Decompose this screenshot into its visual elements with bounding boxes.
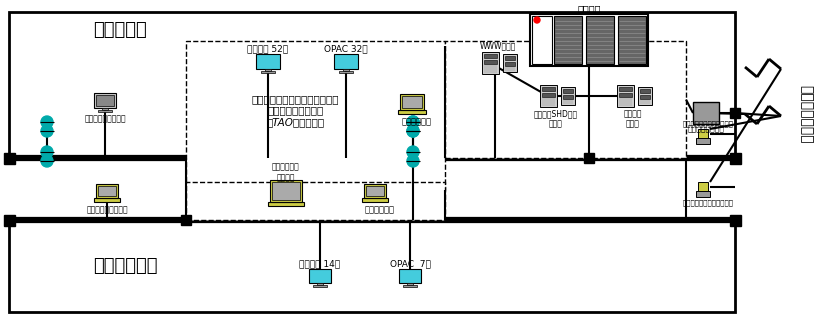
Bar [313,285,327,287]
Bar [696,138,710,144]
Bar [362,198,388,202]
Bar [181,215,191,225]
Bar [505,62,515,66]
Bar [339,71,353,73]
Bar [94,93,116,108]
Text: OPAC 32台: OPAC 32台 [324,44,368,53]
Text: ファイアウォール: ファイアウォール [687,124,724,133]
Bar [618,16,646,64]
Bar [270,180,302,202]
Text: サーバー: サーバー [578,4,601,14]
Bar [696,191,710,197]
Bar [398,110,426,114]
Bar [407,283,413,285]
Circle shape [41,125,53,137]
Circle shape [534,17,540,23]
Circle shape [407,125,419,137]
Circle shape [407,116,419,128]
Text: 業務端末 52台: 業務端末 52台 [248,44,289,53]
Bar [96,95,114,106]
Bar [9,220,735,312]
Text: 貴重書・SHD公開
サーバ: 貴重書・SHD公開 サーバ [534,109,578,128]
Bar [541,87,554,91]
Bar [698,182,708,191]
Bar [563,95,573,99]
Bar [638,87,652,105]
Bar [540,85,557,107]
Text: インターネット: インターネット [799,85,813,143]
Bar [261,71,275,73]
Circle shape [41,146,53,158]
Bar [698,129,708,138]
Bar [403,285,417,287]
Text: OPAC  7台: OPAC 7台 [389,259,431,268]
Bar [586,16,614,64]
Text: WWWサーバ: WWWサーバ [480,41,516,50]
Circle shape [407,116,419,128]
Bar [503,54,517,72]
Circle shape [41,155,53,167]
Text: クライアント: クライアント [402,117,432,126]
Text: インターネット端末: インターネット端末 [84,114,125,123]
Circle shape [407,155,419,167]
Bar [400,94,424,110]
Text: 超高精細画像
表示装置: 超高精細画像 表示装置 [272,163,299,182]
Bar [98,110,112,112]
Circle shape [407,125,419,137]
Bar [640,95,650,99]
Text: インターネット端末: インターネット端末 [86,205,128,214]
Circle shape [407,146,419,158]
Bar [729,153,741,164]
Text: 中央図書館: 中央図書館 [93,21,147,39]
Bar [482,52,498,74]
Bar [483,60,497,64]
Bar [102,108,108,110]
Bar [532,16,552,64]
Bar [343,69,349,71]
Bar [619,87,631,91]
Bar [256,54,280,69]
Bar [186,182,445,220]
Bar [265,69,271,71]
Bar [334,54,358,69]
Text: 横断探索
サーバ: 横断探索 サーバ [624,109,642,128]
Bar [3,214,15,226]
Bar [561,87,575,105]
Bar [364,184,386,198]
Bar [563,89,573,93]
Bar [309,269,331,283]
Bar [96,184,118,198]
Bar [530,14,648,66]
Bar [186,41,445,190]
Bar [9,12,735,158]
Bar [483,54,497,58]
Text: 業務端末 14台: 業務端末 14台 [299,259,341,268]
Bar [268,202,304,206]
Bar [445,41,686,158]
Bar [402,96,422,108]
Bar [399,269,421,283]
Bar [541,93,554,97]
Bar [3,153,15,164]
Bar [94,198,120,202]
Circle shape [41,116,53,128]
Text: クライアント: クライアント [365,205,395,214]
Text: 中之島図書館: 中之島図書館 [92,257,158,275]
Bar [366,186,384,196]
Text: 利用者用インタネット端末: 利用者用インタネット端末 [682,199,733,206]
Text: 大阪府マルチメディア・モデル
図書館成果継承事業
（TAO実証実験）: 大阪府マルチメディア・モデル 図書館成果継承事業 （TAO実証実験） [252,94,339,127]
Bar [730,108,740,118]
Bar [584,153,594,163]
Text: 利用者用インタネット端末: 利用者用インタネット端末 [682,121,733,127]
Bar [98,186,116,196]
Bar [317,283,323,285]
Bar [693,102,719,124]
Bar [729,214,741,226]
Bar [272,182,300,200]
Bar [619,93,631,97]
Bar [616,85,634,107]
Bar [554,16,582,64]
Bar [505,56,515,60]
Bar [640,89,650,93]
